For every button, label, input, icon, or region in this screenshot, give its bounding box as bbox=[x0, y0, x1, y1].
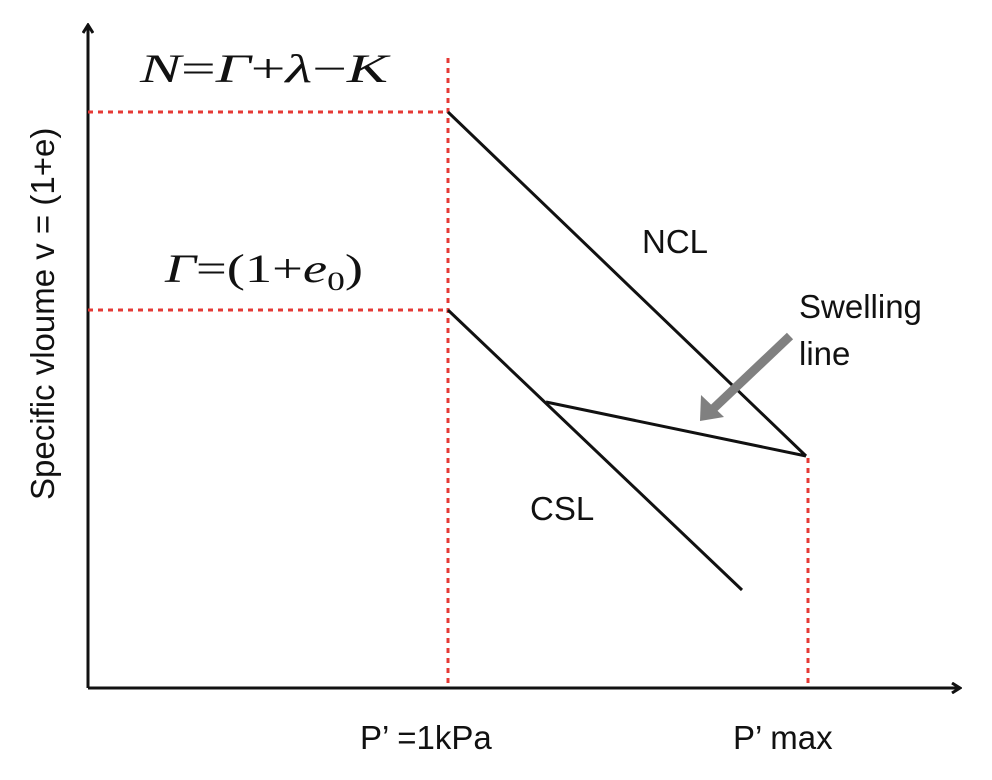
swelling-line bbox=[545, 400, 807, 458]
n-formula-plus: + bbox=[251, 46, 286, 91]
swelling-arrow-icon bbox=[700, 332, 794, 421]
gamma-formula-open: (1 bbox=[227, 246, 272, 291]
csl-label: CSL bbox=[530, 490, 594, 527]
x-tick-1kpa: P’ =1kPa bbox=[360, 719, 492, 756]
n-formula-minus: − bbox=[312, 46, 347, 91]
x-tick-pmax: P’ max bbox=[733, 719, 833, 756]
y-axis-label: Specific vloume v = (1+e) bbox=[24, 128, 61, 500]
gamma-formula-e: e bbox=[303, 246, 327, 291]
n-formula-lhs: N bbox=[138, 46, 184, 91]
gamma-formula-plus: + bbox=[272, 246, 303, 291]
ncl-line bbox=[446, 110, 808, 458]
n-formula-lambda: λ bbox=[284, 46, 312, 91]
n-formula-k: K bbox=[345, 46, 391, 91]
gamma-formula-gamma: Γ bbox=[164, 246, 199, 291]
n-formula-gamma: Γ bbox=[214, 46, 254, 91]
csl-line bbox=[446, 308, 744, 592]
swelling-label-line1: Swelling bbox=[799, 288, 922, 325]
gamma-formula-eq: = bbox=[196, 246, 227, 291]
n-formula-eq: = bbox=[181, 46, 216, 91]
gamma-formula-close: ) bbox=[345, 246, 363, 291]
swelling-label-line2: line bbox=[799, 335, 850, 372]
n-formula-label: N = Γ + λ − K bbox=[138, 46, 391, 91]
gamma-formula-sub: 0 bbox=[327, 267, 345, 296]
ncl-label: NCL bbox=[642, 223, 708, 260]
gamma-formula-label: Γ = (1 + e 0) bbox=[164, 246, 363, 296]
